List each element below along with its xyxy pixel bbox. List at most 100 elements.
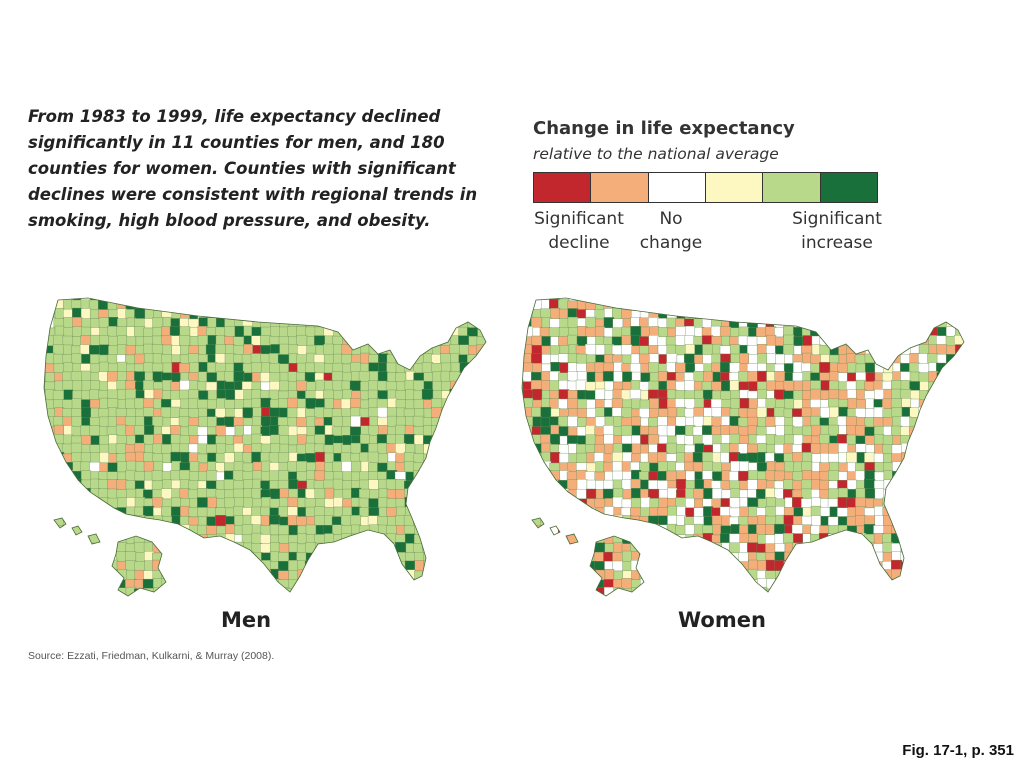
county-cell bbox=[963, 298, 964, 302]
county-cell bbox=[422, 336, 434, 347]
county-cell bbox=[415, 605, 424, 610]
county-cell bbox=[522, 435, 525, 446]
county-cell bbox=[659, 606, 668, 610]
county-cell bbox=[223, 452, 236, 464]
county-cell bbox=[586, 507, 597, 518]
county-cell bbox=[837, 363, 849, 374]
county-cell bbox=[179, 552, 191, 563]
county-cell bbox=[748, 381, 759, 392]
county-cell bbox=[90, 380, 101, 392]
county-cell bbox=[108, 516, 119, 527]
county-cell bbox=[974, 480, 976, 490]
county-cell bbox=[170, 298, 182, 302]
county-cell bbox=[541, 345, 552, 356]
county-cell bbox=[450, 462, 461, 473]
county-cell bbox=[441, 470, 452, 482]
county-cell bbox=[818, 326, 831, 338]
county-cell bbox=[423, 461, 434, 473]
county-cell bbox=[80, 560, 92, 572]
county-cell bbox=[44, 345, 47, 356]
county-cell bbox=[973, 542, 976, 553]
county-cell bbox=[703, 371, 714, 383]
county-cell bbox=[522, 399, 525, 410]
county-cell bbox=[439, 307, 452, 320]
county-cell bbox=[540, 406, 552, 419]
county-cell bbox=[802, 299, 813, 311]
county-cell bbox=[965, 596, 974, 607]
county-cell bbox=[468, 471, 479, 482]
county-cell bbox=[314, 298, 326, 302]
county-cell bbox=[189, 596, 199, 607]
county-cell bbox=[936, 298, 948, 302]
county-cell bbox=[225, 444, 236, 455]
county-cell bbox=[377, 407, 389, 419]
county-cell bbox=[134, 605, 145, 610]
legend-swatch-significant-increase bbox=[820, 173, 877, 202]
county-cell bbox=[342, 498, 353, 509]
county-cell bbox=[621, 588, 633, 596]
county-cell bbox=[963, 516, 964, 527]
county-cell bbox=[495, 543, 498, 553]
county-cell bbox=[117, 344, 128, 356]
county-cell bbox=[595, 480, 606, 491]
county-cell bbox=[395, 588, 407, 596]
county-cell bbox=[377, 541, 389, 554]
county-cell bbox=[784, 398, 795, 410]
county-cell bbox=[314, 587, 326, 596]
county-cell bbox=[189, 570, 200, 581]
county-cell bbox=[766, 353, 777, 365]
county-cell bbox=[918, 406, 930, 419]
county-cell bbox=[459, 507, 470, 518]
county-cell bbox=[44, 461, 56, 473]
county-cell bbox=[945, 398, 957, 410]
county-cell bbox=[44, 361, 47, 374]
map-caption-women: Women bbox=[678, 608, 766, 632]
county-cell bbox=[918, 307, 930, 320]
county-cell bbox=[89, 569, 101, 581]
county-cell bbox=[360, 588, 371, 596]
county-cell bbox=[322, 298, 335, 302]
county-cell bbox=[883, 596, 893, 607]
county-cell bbox=[341, 596, 352, 607]
county-cell bbox=[756, 406, 768, 419]
county-cell bbox=[189, 461, 200, 473]
county-cell bbox=[423, 489, 434, 500]
county-cell bbox=[649, 541, 660, 554]
county-cell bbox=[576, 452, 588, 464]
county-cell bbox=[133, 298, 146, 302]
county-cell bbox=[53, 471, 65, 482]
county-cell bbox=[260, 534, 272, 545]
county-cell bbox=[747, 416, 759, 428]
county-cell bbox=[945, 417, 957, 428]
county-cell bbox=[288, 435, 299, 446]
county-cell bbox=[936, 317, 948, 329]
county-cell bbox=[198, 569, 209, 581]
county-cell bbox=[793, 380, 804, 392]
legend-label-no-change: No change bbox=[633, 207, 709, 255]
county-cell bbox=[251, 488, 263, 500]
county-cell bbox=[766, 597, 776, 607]
county-cell bbox=[440, 462, 452, 473]
county-cell bbox=[919, 470, 930, 482]
county-cell bbox=[44, 488, 47, 500]
county-cell bbox=[729, 298, 741, 302]
county-cell bbox=[487, 318, 496, 328]
county-cell bbox=[117, 569, 128, 581]
county-cell bbox=[206, 543, 218, 554]
county-cell bbox=[684, 299, 696, 311]
county-cell bbox=[802, 524, 813, 536]
county-cell bbox=[936, 480, 948, 491]
county-cell bbox=[621, 309, 633, 320]
legend-label-line: Significant bbox=[534, 209, 624, 229]
county-cell bbox=[937, 606, 947, 610]
county-cell bbox=[89, 506, 101, 518]
county-cell bbox=[179, 389, 191, 401]
county-cell bbox=[964, 508, 974, 517]
county-cell bbox=[279, 598, 289, 607]
county-cell bbox=[180, 560, 191, 572]
county-cell bbox=[694, 309, 705, 320]
county-cell bbox=[288, 362, 299, 374]
county-cell bbox=[288, 542, 299, 554]
county-cell bbox=[909, 462, 921, 473]
county-cell bbox=[883, 578, 894, 590]
